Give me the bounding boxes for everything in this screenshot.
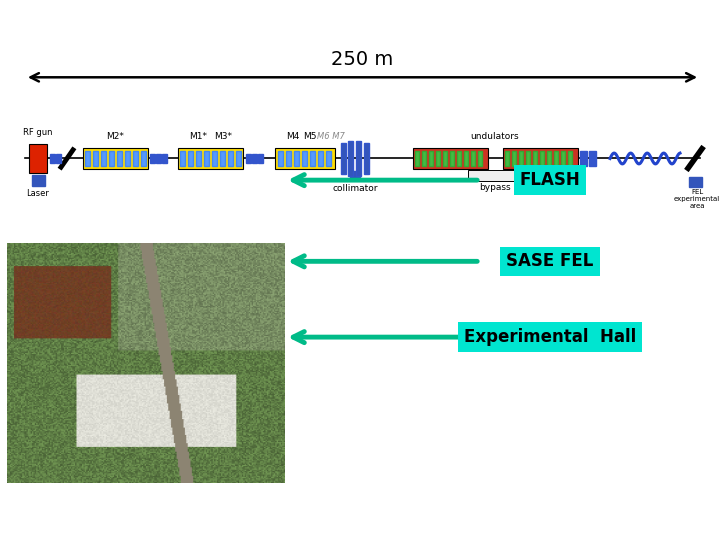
Bar <box>421 151 426 166</box>
Bar <box>456 151 461 166</box>
Bar <box>325 151 330 166</box>
Bar <box>503 147 577 170</box>
Bar <box>505 151 508 166</box>
Bar <box>546 151 551 166</box>
Bar <box>83 147 148 170</box>
Bar <box>436 151 439 166</box>
Bar <box>470 151 474 166</box>
Bar <box>286 151 290 166</box>
Bar <box>688 178 701 187</box>
Bar <box>443 151 446 166</box>
Bar <box>141 151 146 166</box>
Bar <box>32 175 45 186</box>
Bar <box>477 151 482 166</box>
Text: M3*: M3* <box>214 132 232 141</box>
Bar <box>212 151 217 166</box>
Bar <box>178 147 243 170</box>
Text: M2*: M2* <box>106 132 124 141</box>
Bar <box>251 153 256 164</box>
Bar <box>109 151 114 166</box>
Bar <box>467 171 523 181</box>
Bar <box>258 153 263 164</box>
Bar <box>511 151 516 166</box>
Text: ISTITUTO DI METODOLOGIE: ISTITUTO DI METODOLOGIE <box>72 15 167 21</box>
Bar <box>356 141 361 176</box>
Bar <box>236 151 241 166</box>
Text: Patrick O'Keeffe: Patrick O'Keeffe <box>15 513 142 526</box>
Bar <box>161 153 166 164</box>
Bar <box>101 151 106 166</box>
Bar <box>228 151 233 166</box>
Bar <box>580 151 587 166</box>
Text: INORGANICHE E DEI PLASMI: INORGANICHE E DEI PLASMI <box>72 26 169 32</box>
Bar <box>125 151 130 166</box>
Bar <box>196 151 201 166</box>
Bar <box>277 151 282 166</box>
Bar <box>180 151 185 166</box>
Text: WUTA 2008, 8th-10th October: WUTA 2008, 8th-10th October <box>470 513 705 526</box>
Text: undulators: undulators <box>471 132 519 141</box>
Text: M4: M4 <box>287 132 300 141</box>
Bar <box>150 153 155 164</box>
Bar <box>294 151 299 166</box>
Bar <box>302 151 307 166</box>
Text: bypass: bypass <box>480 184 510 192</box>
Text: FEL
experimental
area: FEL experimental area <box>674 189 720 209</box>
Bar <box>518 151 523 166</box>
Bar <box>204 151 209 166</box>
Bar <box>588 151 595 166</box>
Bar <box>348 141 353 176</box>
Bar <box>133 151 138 166</box>
Bar <box>93 151 98 166</box>
Bar <box>50 153 55 164</box>
Bar <box>533 151 536 166</box>
Bar <box>560 151 564 166</box>
Bar <box>310 151 315 166</box>
Bar <box>526 151 529 166</box>
Bar <box>318 151 323 166</box>
Text: FLASH: FLASH <box>520 171 580 189</box>
Bar <box>3 4 65 40</box>
Text: 250 m: 250 m <box>331 50 394 69</box>
Bar <box>413 147 487 170</box>
Bar <box>188 151 193 166</box>
Bar <box>275 147 335 170</box>
Bar <box>117 151 122 166</box>
Bar <box>156 153 161 164</box>
Text: M5: M5 <box>303 132 317 141</box>
Text: M1*: M1* <box>189 132 207 141</box>
Text: IMIP: IMIP <box>8 10 78 35</box>
Bar <box>415 151 418 166</box>
Bar <box>341 143 346 174</box>
Bar <box>567 151 572 166</box>
Bar <box>55 153 60 164</box>
Text: M6 M7: M6 M7 <box>317 132 345 141</box>
Text: SASE FEL: SASE FEL <box>506 252 594 271</box>
Bar <box>428 151 433 166</box>
Bar <box>539 151 544 166</box>
Bar <box>449 151 454 166</box>
Bar <box>364 143 369 174</box>
Text: collimator: collimator <box>332 185 378 193</box>
Bar <box>554 151 557 166</box>
Bar <box>220 151 225 166</box>
Text: Laser: Laser <box>27 189 50 198</box>
Bar <box>464 151 467 166</box>
Bar <box>85 151 90 166</box>
Text: Experimental  Hall: Experimental Hall <box>464 328 636 346</box>
Bar <box>29 144 47 173</box>
Text: Layout at FLASH: Layout at FLASH <box>302 10 498 35</box>
Text: RF gun: RF gun <box>23 128 53 137</box>
Bar <box>350 171 360 179</box>
Bar <box>246 153 251 164</box>
